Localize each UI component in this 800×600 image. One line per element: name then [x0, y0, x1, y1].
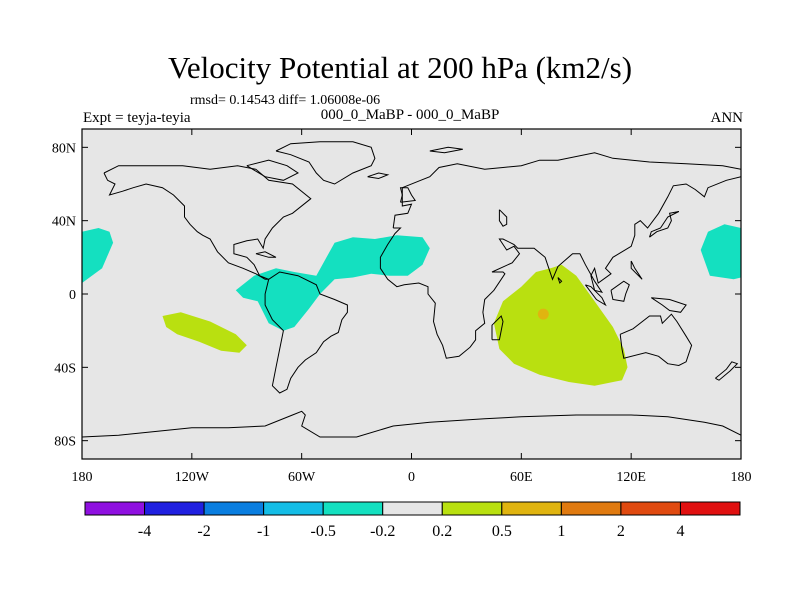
- coastline-afro-eurasia: [379, 152, 741, 359]
- experiment-label: Expt = teyja-teyia: [83, 110, 191, 126]
- x-tick-label-5: 120E: [616, 470, 646, 485]
- coastline-australia: [619, 313, 693, 367]
- contour-region-1: [700, 224, 741, 280]
- contour-region-5: [537, 308, 549, 320]
- colorbar-label-3: -0.5: [311, 523, 336, 540]
- plot-background: [82, 129, 741, 459]
- contour-region-4: [493, 264, 628, 386]
- colorbar-label-9: 4: [676, 523, 684, 540]
- chart-stats: rmsd= 0.14543 diff= 1.06008e-06: [190, 93, 381, 108]
- colorbar-box-7: [501, 501, 562, 516]
- coastline-new-zealand: [715, 361, 739, 381]
- coastline-north-america: [103, 165, 312, 280]
- coastline-caspian: [498, 209, 508, 227]
- y-tick-label-0: 80N: [52, 141, 76, 156]
- x-tick-label-6: 180: [731, 470, 752, 485]
- coastline-greenland: [275, 141, 376, 185]
- coastline-svalbard: [429, 146, 463, 154]
- y-tick-label-1: 40N: [52, 215, 76, 230]
- colorbar-label-8: 2: [617, 523, 625, 540]
- coastline-uk: [399, 187, 417, 203]
- x-tick-label-4: 60E: [510, 470, 533, 485]
- x-tick-label-0: 180: [72, 470, 93, 485]
- contour-region-2: [235, 235, 430, 331]
- colorbar-box-3: [263, 501, 324, 516]
- x-tick-label-2: 60W: [288, 470, 316, 485]
- colorbar-label-7: 1: [557, 523, 565, 540]
- coastline-iceland: [367, 172, 390, 180]
- colorbar-box-5: [382, 501, 443, 516]
- colorbar-box-0: [84, 501, 146, 516]
- coastline-madagascar: [491, 315, 504, 341]
- coastline-antarctica: [82, 410, 741, 438]
- coastline-south-america: [264, 271, 348, 394]
- colorbar-box-1: [144, 501, 205, 516]
- coastline-sri-lanka: [557, 277, 563, 284]
- coastline-borneo: [610, 280, 630, 302]
- colorbar-box-4: [322, 501, 384, 516]
- chart-subtitle: 000_0_MaBP - 000_0_MaBP: [320, 107, 500, 123]
- colorbar-label-4: -0.2: [370, 523, 395, 540]
- y-tick-label-3: 40S: [54, 361, 76, 376]
- chart-title: Velocity Potential at 200 hPa (km2/s): [167, 50, 633, 85]
- contour-layer: [82, 141, 741, 438]
- y-tick-label-4: 80S: [54, 435, 76, 450]
- colorbar-label-1: -2: [197, 523, 210, 540]
- colorbar-box-8: [560, 501, 622, 516]
- colorbar-box-2: [203, 501, 265, 516]
- coastline-japan: [649, 211, 680, 238]
- colorbar-box-6: [441, 501, 503, 516]
- colorbar-label-0: -4: [138, 523, 151, 540]
- y-tick-label-2: 0: [69, 288, 76, 303]
- x-tick-label-1: 120W: [175, 470, 210, 485]
- coastline-philippines: [630, 260, 643, 280]
- colorbar-label-6: 0.5: [492, 523, 512, 540]
- colorbar-label-5: 0.2: [432, 523, 452, 540]
- colorbar-label-2: -1: [257, 523, 270, 540]
- coastline-baffin: [246, 159, 299, 181]
- contour-region-0: [82, 228, 114, 283]
- colorbar-box-9: [620, 501, 681, 516]
- coastline-sumatra: [584, 284, 607, 307]
- contour-region-3: [162, 312, 247, 353]
- x-tick-label-3: 0: [408, 470, 415, 485]
- colorbar-box-10: [679, 501, 741, 516]
- season-label: ANN: [710, 110, 744, 126]
- coastline-new-guinea: [651, 297, 687, 313]
- coastline-cuba: [255, 251, 277, 258]
